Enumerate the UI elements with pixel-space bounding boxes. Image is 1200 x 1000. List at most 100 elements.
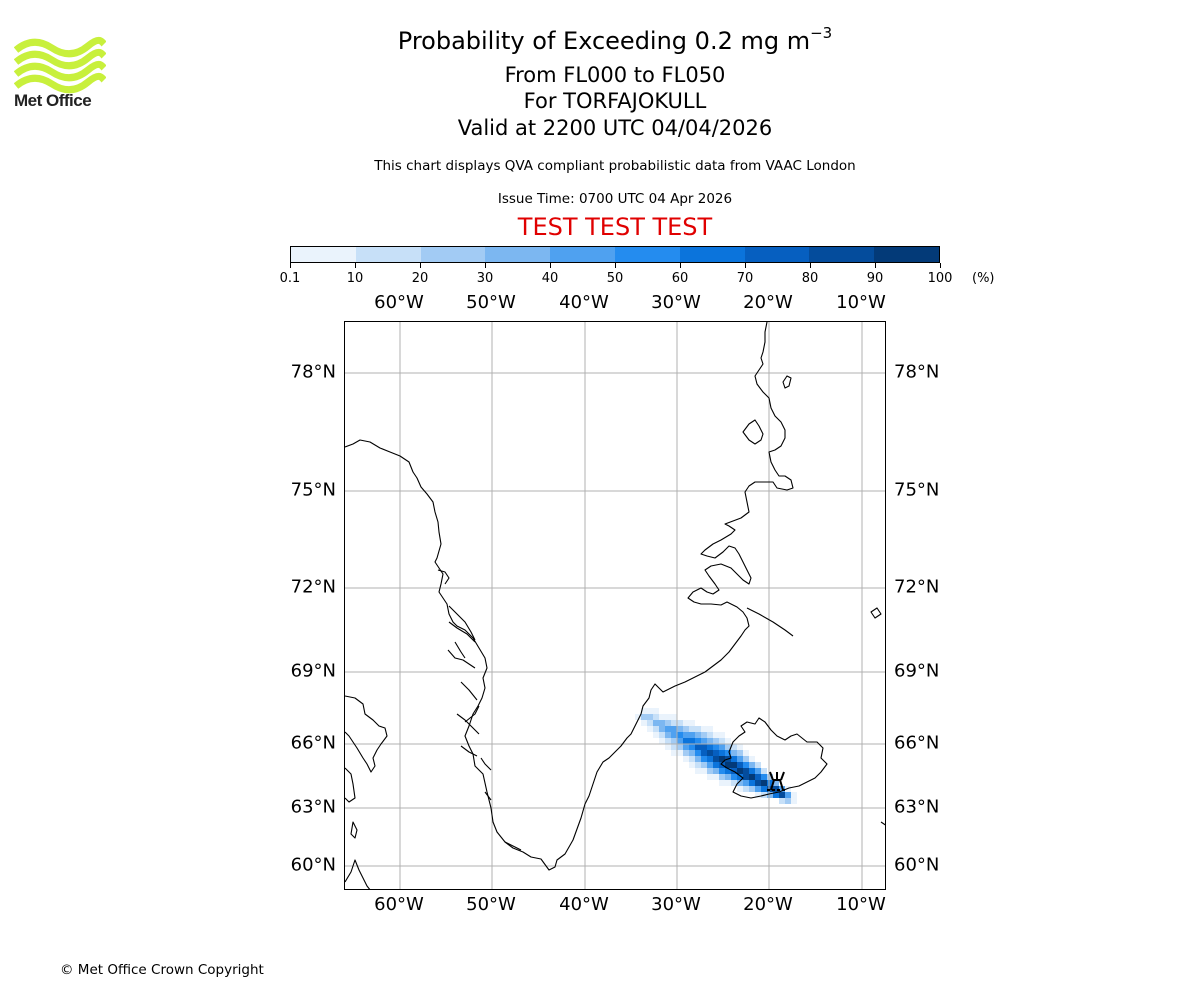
plume-cell	[701, 732, 707, 738]
plume-cell	[755, 774, 761, 780]
plume-cell	[683, 744, 689, 750]
colorbar-tick-label: 40	[541, 271, 559, 286]
plume-cell	[683, 756, 689, 762]
plume-cell	[659, 714, 665, 720]
colorbar-tick-label: 0.1	[279, 271, 301, 286]
plume-cell	[749, 786, 755, 792]
plume-cell	[695, 768, 701, 774]
plume-cell	[761, 768, 767, 774]
latitude-label: 78°N	[290, 361, 336, 383]
plume-cell	[665, 720, 671, 726]
colorbar-segment	[874, 247, 939, 262]
plume-cell	[665, 726, 671, 732]
plume-cell	[779, 792, 785, 798]
plume-cell	[755, 786, 761, 792]
plume-cell	[743, 756, 749, 762]
valid-time: Valid at 2200 UTC 04/04/2026	[457, 116, 773, 140]
plume-cell	[755, 768, 761, 774]
plume-cell	[773, 780, 779, 786]
longitude-label: 50°W	[466, 894, 516, 915]
plume-cell	[719, 732, 725, 738]
map-canvas	[345, 322, 885, 889]
plume-cell	[731, 780, 737, 786]
plume-cell	[683, 750, 689, 756]
plume-cell	[737, 774, 743, 780]
colorbar-tick	[939, 263, 941, 268]
plume-cell	[719, 750, 725, 756]
plume-cell	[641, 714, 647, 720]
colorbar-tick	[809, 263, 811, 268]
plume-cell	[737, 786, 743, 792]
plume-cell	[671, 732, 677, 738]
flight-level-range: From FL000 to FL050	[504, 63, 726, 87]
plume-cell	[659, 738, 665, 744]
colorbar-segment	[679, 247, 745, 262]
plume-cell	[671, 714, 677, 720]
plume-cell	[677, 720, 683, 726]
colorbar-tick	[614, 263, 616, 268]
plume-cell	[749, 756, 755, 762]
plume-cell	[719, 756, 725, 762]
plume-cell	[665, 732, 671, 738]
plume-cell	[695, 738, 701, 744]
colorbar-tick	[419, 263, 421, 268]
plume-cell	[725, 774, 731, 780]
longitude-label: 10°W	[836, 292, 886, 313]
plume-cell	[665, 714, 671, 720]
plume-cell	[671, 750, 677, 756]
plume-cell	[749, 768, 755, 774]
plume-cell	[749, 780, 755, 786]
plume-cell	[641, 708, 647, 714]
plume-cell	[671, 744, 677, 750]
volcano-name: For TORFAJOKULL	[523, 89, 707, 113]
colorbar-segment	[485, 247, 551, 262]
map-panel	[344, 321, 886, 890]
plume-cell	[767, 774, 773, 780]
latitude-label: 72°N	[290, 576, 336, 598]
logo-wave	[14, 48, 106, 70]
colorbar-segment	[291, 247, 356, 262]
longitude-label: 50°W	[466, 292, 516, 313]
latitude-label: 63°N	[894, 796, 940, 818]
plume-cell	[653, 720, 659, 726]
plume-cell	[743, 774, 749, 780]
plume-cell	[671, 738, 677, 744]
colorbar-segment	[355, 247, 421, 262]
plume-cell	[701, 738, 707, 744]
plume-cell	[695, 744, 701, 750]
plume-cell	[695, 762, 701, 768]
plume-cell	[791, 792, 797, 798]
colorbar-tick	[549, 263, 551, 268]
longitude-label: 20°W	[743, 292, 793, 313]
plume-cell	[773, 786, 779, 792]
colorbar-segment	[420, 247, 486, 262]
plume-cell	[647, 708, 653, 714]
colorbar-tick-label: 100	[927, 271, 953, 286]
plume-cell	[689, 720, 695, 726]
plume-cell	[695, 726, 701, 732]
logo-wave	[14, 60, 106, 82]
plume-cell	[677, 744, 683, 750]
plume-cell	[725, 750, 731, 756]
volcano-icon	[767, 771, 787, 791]
plume-cell	[671, 720, 677, 726]
plume-cell	[785, 786, 791, 792]
plume-cell	[689, 750, 695, 756]
plume-cell	[743, 762, 749, 768]
greenland-coastline	[345, 322, 794, 871]
logo-wave	[14, 72, 106, 94]
colorbar-tick-label: 70	[736, 271, 754, 286]
colorbar-tick	[289, 263, 291, 268]
plume-cell	[719, 738, 725, 744]
plume-cell	[725, 762, 731, 768]
plume-cell	[689, 762, 695, 768]
plume-cell	[731, 756, 737, 762]
longitude-label: 60°W	[374, 894, 424, 915]
plume-cell	[737, 750, 743, 756]
plume-cell	[689, 726, 695, 732]
colorbar-tick-label: 50	[606, 271, 624, 286]
plume-cell	[755, 762, 761, 768]
colorbar-tick-label: 80	[801, 271, 819, 286]
plume-cell	[653, 726, 659, 732]
plume-cell	[707, 768, 713, 774]
